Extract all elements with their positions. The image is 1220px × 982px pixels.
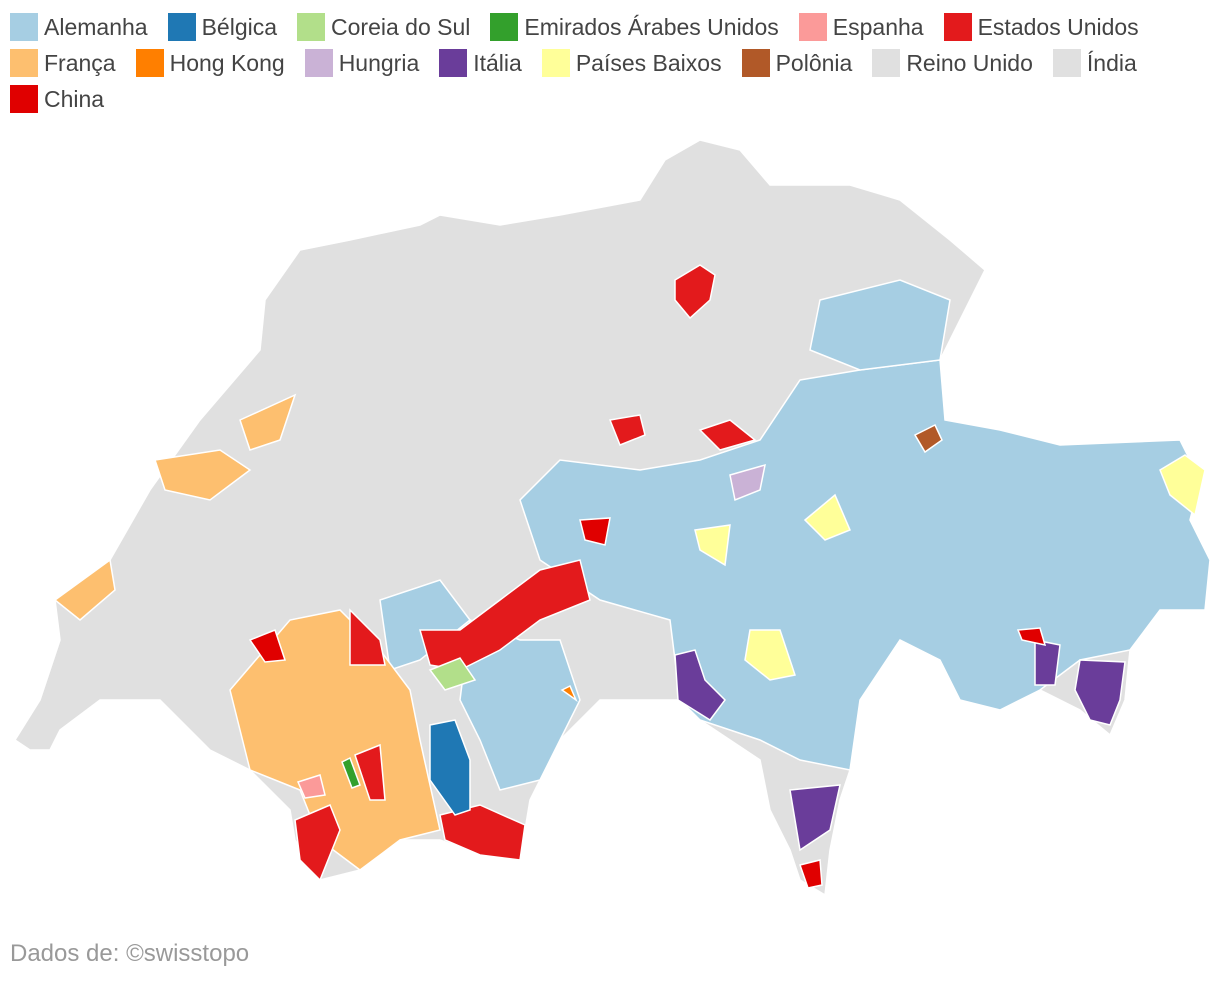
- legend-swatch: [872, 49, 901, 77]
- legend-swatch: [10, 13, 38, 41]
- region: [579, 517, 611, 546]
- legend-label: Índia: [1086, 49, 1137, 76]
- legend-item: Hungria: [304, 48, 420, 78]
- region: [674, 264, 716, 320]
- region: [694, 524, 731, 567]
- legend-label: Emirados Árabes Unidos: [524, 13, 779, 40]
- region: [803, 493, 851, 541]
- legend-swatch: [167, 13, 196, 41]
- legend: Alemanha Bélgica Coreia do Sul Emirados Ára…: [10, 12, 1210, 114]
- legend-swatch: [297, 13, 326, 41]
- region: [154, 449, 252, 501]
- legend-item: Espanha: [798, 12, 924, 42]
- region: [729, 463, 766, 502]
- region: [239, 393, 297, 451]
- legend-swatch: [490, 13, 519, 41]
- legend-item: Polônia: [741, 48, 853, 78]
- region: [1074, 659, 1126, 726]
- region: [428, 657, 477, 691]
- legend-item: França: [10, 48, 116, 78]
- region: [789, 784, 841, 852]
- legend-label: Espanha: [832, 13, 924, 40]
- region: [439, 804, 526, 861]
- legend-item: Países Baixos: [541, 48, 722, 78]
- region: [248, 629, 287, 663]
- legend-label: Alemanha: [44, 13, 148, 40]
- legend-label: Polônia: [775, 49, 853, 76]
- legend-label: Itália: [473, 49, 522, 76]
- legend-swatch: [439, 49, 468, 77]
- legend-label: Coreia do Sul: [331, 13, 471, 40]
- region: [560, 684, 578, 703]
- legend-label: China: [44, 85, 105, 112]
- region: [459, 618, 581, 791]
- legend-swatch: [741, 49, 770, 77]
- region: [294, 804, 341, 882]
- map: [13, 139, 1211, 897]
- region: [744, 629, 796, 681]
- region: [229, 609, 441, 871]
- legend-item: Bélgica: [167, 12, 278, 42]
- legend-swatch: [943, 13, 972, 41]
- legend-item: Estados Unidos: [943, 12, 1139, 42]
- region: [1034, 639, 1061, 686]
- region: [1016, 627, 1047, 647]
- legend-label: Reino Unido: [906, 49, 1033, 76]
- legend-swatch: [10, 85, 38, 113]
- legend-label: Países Baixos: [575, 49, 722, 76]
- source: Dados de: ©swisstopo: [10, 940, 250, 967]
- region: [349, 608, 386, 666]
- region: [913, 423, 943, 454]
- legend-label: Estados Unidos: [977, 13, 1139, 40]
- legend-item: Coreia do Sul: [297, 12, 470, 42]
- region: [354, 743, 386, 801]
- legend-item: China: [10, 84, 104, 114]
- region: [674, 649, 726, 722]
- legend-item: Índia: [1052, 48, 1137, 78]
- region: [698, 419, 757, 451]
- region: [809, 279, 951, 371]
- legend-label: Hong Kong: [169, 49, 285, 76]
- region: [608, 414, 646, 446]
- legend-swatch: [135, 49, 164, 77]
- legend-swatch: [304, 49, 333, 77]
- legend-item: Alemanha: [10, 12, 148, 42]
- legend-swatch: [10, 49, 38, 77]
- region: [341, 756, 361, 789]
- region: [429, 719, 471, 816]
- legend-swatch: [1052, 49, 1081, 77]
- legend-label: França: [44, 49, 116, 76]
- legend-swatch: [541, 49, 570, 77]
- legend-item: Hong Kong: [135, 48, 285, 78]
- region: [53, 558, 116, 621]
- legend-label: Hungria: [338, 49, 420, 76]
- region: [296, 774, 326, 799]
- legend-swatch: [798, 13, 827, 41]
- region: [1159, 454, 1206, 517]
- region: [799, 859, 823, 889]
- legend-item: Reino Unido: [872, 48, 1033, 78]
- legend-item: Emirados Árabes Unidos: [490, 12, 779, 42]
- legend-item: Itália: [439, 48, 522, 78]
- legend-label: Bélgica: [201, 13, 278, 40]
